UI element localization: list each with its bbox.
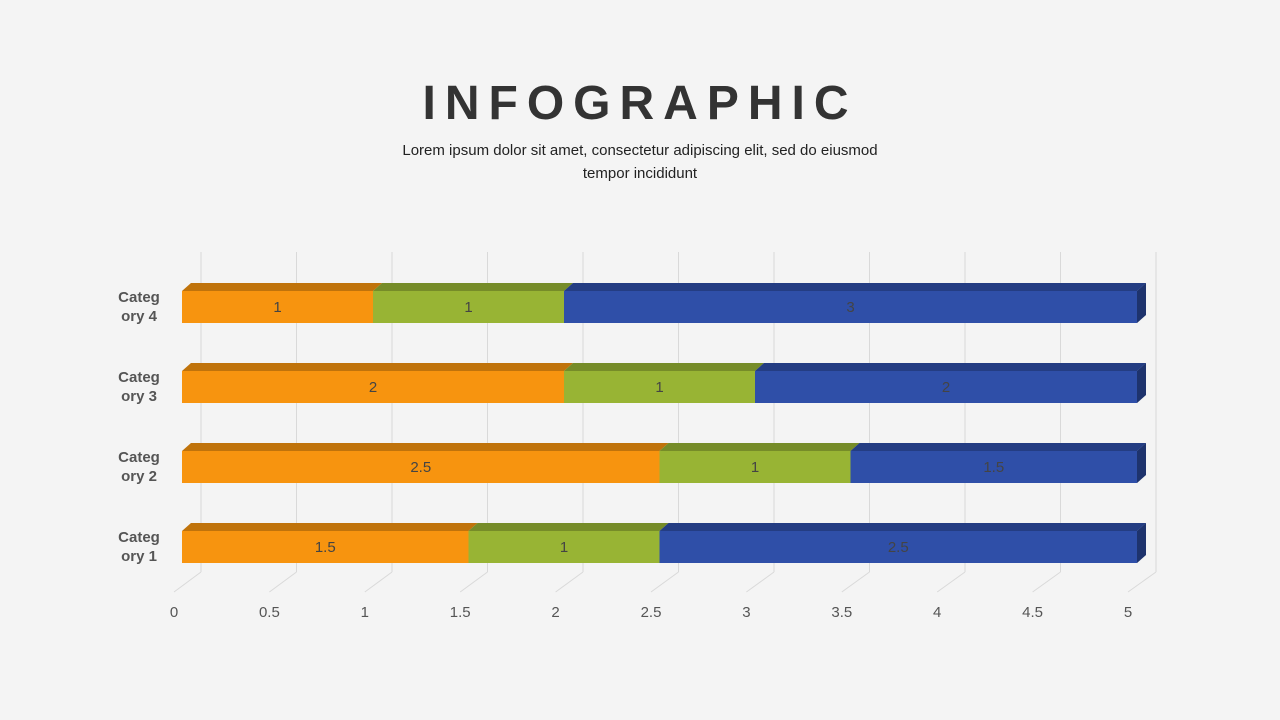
bar bbox=[659, 451, 851, 483]
bar bbox=[182, 531, 469, 563]
bar-top bbox=[659, 443, 860, 451]
x-tick-label: 5 bbox=[1124, 604, 1132, 621]
floor-grid-line bbox=[459, 571, 488, 593]
bar-top-shade bbox=[564, 363, 764, 371]
data-label: 2 bbox=[369, 379, 377, 396]
bar-top-shade bbox=[564, 283, 1146, 291]
subtitle: Lorem ipsum dolor sit amet, consectetur … bbox=[402, 142, 878, 182]
bar-top bbox=[182, 363, 573, 371]
floor-grid-line bbox=[555, 571, 584, 593]
bar-top bbox=[564, 283, 1146, 291]
x-tick-label: 3.5 bbox=[831, 604, 852, 621]
bar-side bbox=[1137, 283, 1146, 323]
floor-grid-line bbox=[841, 571, 870, 593]
x-tick-label: 2 bbox=[551, 604, 559, 621]
bar-top-shade bbox=[373, 283, 573, 291]
bar-top-shade bbox=[182, 363, 573, 371]
bar bbox=[468, 531, 660, 563]
bar bbox=[755, 371, 1137, 403]
category-label: Category 3 bbox=[118, 369, 160, 405]
bar-top bbox=[182, 443, 669, 451]
floor-grid-line bbox=[173, 571, 202, 593]
bar-side bbox=[1137, 363, 1146, 403]
x-tick-label: 4 bbox=[933, 604, 941, 621]
bar-top-shade bbox=[659, 523, 1146, 531]
bar-top-shade bbox=[659, 443, 860, 451]
bar bbox=[564, 291, 1137, 323]
bar-side bbox=[1137, 443, 1146, 483]
bar-top bbox=[755, 363, 1146, 371]
bar-top-shade bbox=[755, 363, 1146, 371]
data-label: 3 bbox=[846, 299, 854, 316]
bar-top-shade bbox=[850, 443, 1146, 451]
bar-top-shade bbox=[182, 443, 669, 451]
data-label: 1 bbox=[751, 459, 759, 476]
category-label: Category 1 bbox=[118, 529, 160, 565]
bar bbox=[182, 371, 564, 403]
data-label: 1.5 bbox=[315, 539, 336, 556]
data-label: 2 bbox=[942, 379, 950, 396]
bar-top-shade bbox=[182, 523, 478, 531]
data-label: 1.5 bbox=[983, 459, 1004, 476]
floor-grid-line bbox=[269, 571, 297, 593]
x-tick-label: 1 bbox=[361, 604, 369, 621]
data-label: 2.5 bbox=[888, 539, 909, 556]
bar-side-shade bbox=[1137, 523, 1146, 563]
data-label: 1 bbox=[560, 539, 568, 556]
bar-top bbox=[659, 523, 1146, 531]
bar-top-shade bbox=[182, 283, 382, 291]
bar-side bbox=[1137, 523, 1146, 563]
category-label: Category 2 bbox=[118, 449, 160, 485]
data-label: 1 bbox=[464, 299, 472, 316]
bar bbox=[182, 451, 660, 483]
floor-grid-line bbox=[936, 571, 966, 593]
floor-grid-line bbox=[746, 571, 775, 593]
x-tick-label: 3 bbox=[742, 604, 750, 621]
bar-top bbox=[850, 443, 1146, 451]
x-tick-label: 0.5 bbox=[259, 604, 280, 621]
x-tick-label: 4.5 bbox=[1022, 604, 1043, 621]
bar-side-shade bbox=[1137, 363, 1146, 403]
bar bbox=[659, 531, 1137, 563]
bar-top-shade bbox=[468, 523, 669, 531]
title: INFOGRAPHIC bbox=[422, 77, 858, 130]
bar-top bbox=[182, 283, 382, 291]
floor-grid-line bbox=[364, 571, 393, 593]
bar bbox=[373, 291, 564, 323]
data-label: 1 bbox=[655, 379, 663, 396]
x-tick-label: 1.5 bbox=[450, 604, 471, 621]
floor-grid-line bbox=[1032, 571, 1061, 593]
data-label: 2.5 bbox=[410, 459, 431, 476]
bar bbox=[564, 371, 755, 403]
x-tick-label: 0 bbox=[170, 604, 178, 621]
category-label: Category 4 bbox=[118, 289, 160, 325]
bar-top bbox=[373, 283, 573, 291]
floor-grid-line bbox=[650, 571, 679, 593]
bar-side-shade bbox=[1137, 443, 1146, 483]
bar-side-shade bbox=[1137, 283, 1146, 323]
bar bbox=[850, 451, 1137, 483]
bar-top bbox=[468, 523, 669, 531]
bar-top bbox=[182, 523, 478, 531]
data-label: 1 bbox=[273, 299, 281, 316]
bar-top bbox=[564, 363, 764, 371]
floor-grid-line bbox=[1127, 571, 1157, 593]
x-tick-label: 2.5 bbox=[641, 604, 662, 621]
bar bbox=[182, 291, 373, 323]
